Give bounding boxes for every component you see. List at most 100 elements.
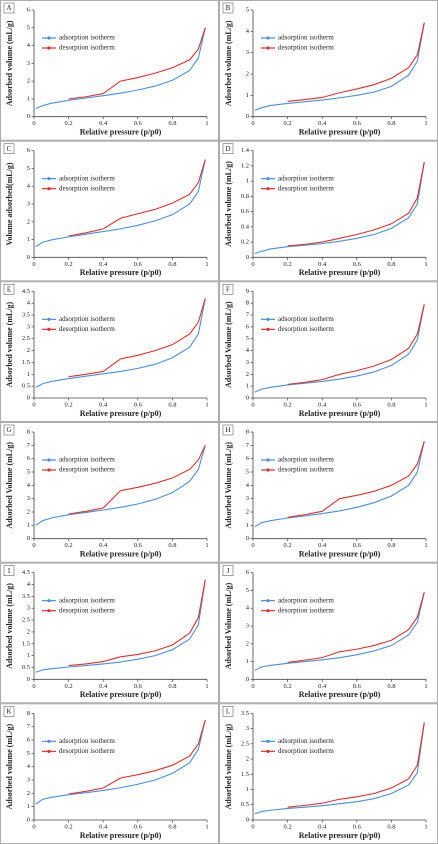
legend-label: adsorption isotherm xyxy=(59,737,115,745)
x-tick-label: 0.6 xyxy=(353,542,362,549)
x-tick-label: 0.4 xyxy=(99,683,108,690)
legend-marker xyxy=(47,177,51,181)
y-tick-label: 3 xyxy=(27,323,30,330)
x-tick-label: 1 xyxy=(205,683,208,690)
x-tick-label: 1 xyxy=(424,120,427,127)
y-tick-label: 3 xyxy=(246,622,249,629)
y-tick-label: 0 xyxy=(27,676,30,683)
legend-label: desorption isotherm xyxy=(59,606,115,614)
x-tick-label: 0.8 xyxy=(387,823,395,830)
y-tick-label: 6 xyxy=(27,736,31,743)
y-tick-label: 3 xyxy=(246,725,249,732)
y-tick-label: 4 xyxy=(246,347,250,354)
panel-label-box xyxy=(3,2,15,14)
y-tick-label: 3.5 xyxy=(22,593,30,600)
series-line xyxy=(35,445,206,526)
panel-label: H xyxy=(225,426,230,434)
legend-marker xyxy=(266,458,270,462)
panel: A 0 1 2 3 4 5 6 0 0.2 0.4 0.6 0.8 1 Relative pressure … xyxy=(0,0,219,141)
y-tick-label: 0 xyxy=(246,113,249,120)
y-axis-title: Adsorbed Volume (mL/g) xyxy=(224,301,233,388)
y-tick-label: 1 xyxy=(246,658,249,665)
y-axis-title: Adsorbed Volume (mL/g) xyxy=(224,442,233,529)
y-tick-label: 4.5 xyxy=(22,288,30,295)
x-tick-label: 0 xyxy=(32,120,35,127)
x-tick-label: 0.8 xyxy=(168,683,176,690)
y-tick-label: 5 xyxy=(27,24,30,31)
y-tick-label: 4 xyxy=(27,482,31,489)
y-tick-label: 2 xyxy=(27,78,30,85)
y-tick-label: 4 xyxy=(27,183,31,190)
panel: H 0 1 2 3 4 5 6 7 8 0 0.2 0.4 0.6 0.8 1 Relative pressur… xyxy=(219,422,438,563)
y-tick-label: 1.4 xyxy=(241,147,250,154)
y-tick-label: 8 xyxy=(27,710,30,717)
y-axis-title: Adsorbed Volume (mL/g) xyxy=(5,442,14,529)
x-axis-title: Relative pressure (p/p0) xyxy=(299,690,381,699)
panel: L 0 0.5 1 1.5 2 2.5 3 3.5 0 0.2 0.4 0.6 0.8 1 Relative … xyxy=(219,703,438,844)
y-tick-label: 2 xyxy=(246,371,249,378)
y-tick-label: 0 xyxy=(27,254,30,261)
panel: D 0 0.2 0.4 0.6 0.8 1 1.2 1.4 0 0.2 0.4 0.6 0.8 1 Relat… xyxy=(219,140,438,282)
y-tick-label: 6 xyxy=(27,455,31,462)
panel-label: I xyxy=(8,567,11,575)
y-tick-label: 0 xyxy=(246,535,249,542)
series-line xyxy=(68,445,206,515)
x-tick-label: 1 xyxy=(424,261,427,268)
y-axis-title: Adsorbed volume (mL/g) xyxy=(5,20,14,106)
y-tick-label: 0 xyxy=(27,113,30,120)
series-line xyxy=(254,592,425,671)
legend-marker xyxy=(266,46,270,50)
y-tick-label: 9 xyxy=(246,288,249,295)
x-tick-label: 0 xyxy=(251,401,254,408)
x-tick-label: 0.8 xyxy=(387,401,395,408)
panel-label-box xyxy=(222,424,234,436)
x-axis-title: Relative pressure (p/p0) xyxy=(80,268,162,277)
x-axis-title: Relative pressure (p/p0) xyxy=(299,409,381,418)
panel: I 0 0.5 1 1.5 2 2.5 3 3.5 4 4.5 0 0.2 0.4 0.6 0.8 1 Relat… xyxy=(0,562,219,704)
y-tick-label: 2 xyxy=(27,347,30,354)
y-axis-title: Adsorbed volume (mL/g) xyxy=(224,20,233,106)
x-axis-title: Relative pressure (p/p0) xyxy=(80,409,162,418)
legend-marker xyxy=(266,599,270,603)
legend-marker xyxy=(47,36,51,40)
series-line xyxy=(254,22,425,111)
x-tick-label: 0.2 xyxy=(284,542,292,549)
y-tick-label: 0.5 xyxy=(22,664,30,671)
x-axis-title: Relative pressure (p/p0) xyxy=(80,549,162,558)
y-tick-label: 5 xyxy=(27,750,30,757)
y-tick-label: 0.8 xyxy=(241,193,249,200)
series-line xyxy=(35,579,206,673)
y-tick-label: 7 xyxy=(246,442,250,449)
x-tick-label: 0.2 xyxy=(284,120,292,127)
panel: B 0 1 2 3 4 5 0 0.2 0.4 0.6 0.8 1 Relative pressure (… xyxy=(219,0,438,141)
x-tick-label: 0.4 xyxy=(99,542,108,549)
y-tick-label: 0.5 xyxy=(241,801,249,808)
x-axis-title: Relative pressure (p/p0) xyxy=(299,831,381,840)
legend-label: desorption isotherm xyxy=(59,44,115,52)
y-tick-label: 4 xyxy=(246,28,250,35)
panel: F 0 1 2 3 4 5 6 7 8 9 0 0.2 0.4 0.6 0.8 1 Relative pressu… xyxy=(219,281,438,422)
x-tick-label: 0 xyxy=(251,261,254,268)
legend-marker xyxy=(266,36,270,40)
y-tick-label: 5 xyxy=(246,6,249,13)
y-tick-label: 5 xyxy=(246,335,249,342)
x-tick-label: 0.8 xyxy=(168,823,176,830)
y-tick-label: 2.5 xyxy=(22,617,30,624)
y-axis-title: Adsorbed Volume (mL/g) xyxy=(224,582,233,669)
series-line xyxy=(254,722,425,815)
legend-label: adsorption isotherm xyxy=(278,315,334,323)
x-tick-label: 1 xyxy=(205,823,208,830)
x-tick-label: 0.4 xyxy=(99,401,108,408)
x-tick-label: 1 xyxy=(424,542,427,549)
panel-label-box xyxy=(3,424,15,436)
panel: E 0 0.5 1 1.5 2 2.5 3 3.5 4 4.5 0 0.2 0.4 0.6 0.8 1 Relat… xyxy=(0,281,219,422)
x-tick-label: 0.4 xyxy=(318,401,327,408)
series-line xyxy=(287,441,425,518)
panel: K 0 1 2 3 4 5 6 7 8 0 0.2 0.4 0.6 0.8 1 Relative pressur… xyxy=(0,703,219,844)
y-tick-label: 2 xyxy=(246,508,249,515)
x-tick-label: 1 xyxy=(424,401,427,408)
series-line xyxy=(287,304,425,385)
x-axis-title: Relative pressure (p/p0) xyxy=(80,831,162,840)
legend-label: adsorption isotherm xyxy=(59,596,115,604)
